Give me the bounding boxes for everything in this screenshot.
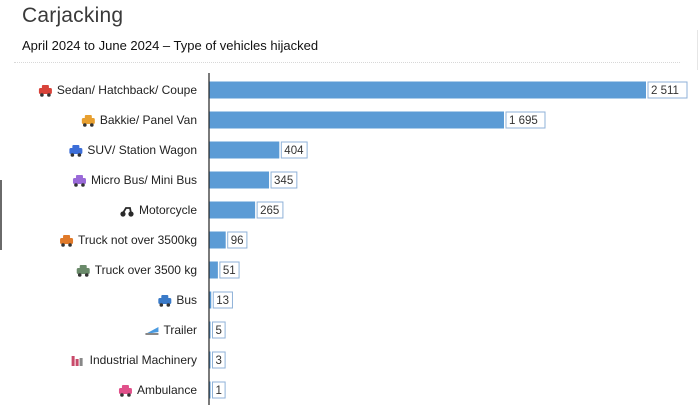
- slide-edge-line: [697, 30, 698, 70]
- data-label: 1 695: [509, 115, 538, 127]
- bar: [209, 381, 211, 399]
- data-label-box: [212, 381, 226, 399]
- data-label: 3: [216, 355, 222, 367]
- bus-icon: [158, 295, 172, 307]
- category-label: Industrial Machinery: [90, 353, 197, 367]
- slide-edge-mark: [0, 180, 2, 250]
- bar: [209, 141, 280, 159]
- data-label-box: [256, 201, 284, 219]
- header-divider: [14, 62, 680, 63]
- category-label: Sedan/ Hatchback/ Coupe: [57, 83, 197, 97]
- category-label: Trailer: [163, 323, 197, 337]
- category-label: Ambulance: [137, 383, 197, 397]
- category-label: Bus: [176, 293, 197, 307]
- bar: [209, 201, 256, 219]
- suv-icon: [69, 145, 83, 157]
- data-label: 345: [274, 175, 293, 187]
- bar: [209, 231, 226, 249]
- bar: [209, 261, 218, 279]
- data-label: 265: [260, 205, 279, 217]
- bar: [209, 291, 212, 309]
- chart-subtitle: April 2024 to June 2024 – Type of vehicl…: [22, 38, 319, 53]
- bar: [209, 81, 646, 99]
- data-label-box: [270, 171, 298, 189]
- bar: [209, 111, 504, 129]
- bar: [209, 351, 211, 369]
- category-label: Motorcycle: [139, 203, 197, 217]
- category-label: Truck over 3500 kg: [95, 263, 197, 277]
- category-label: Micro Bus/ Mini Bus: [91, 173, 197, 187]
- machinery-icon: [71, 356, 83, 366]
- data-label-box: [219, 261, 240, 279]
- data-label-box: [212, 321, 226, 339]
- truck-icon: [60, 235, 74, 247]
- category-label: SUV/ Station Wagon: [87, 143, 197, 157]
- category-label: Truck not over 3500kg: [78, 233, 197, 247]
- data-label: 2 511: [651, 85, 679, 97]
- data-label-box: [280, 141, 308, 159]
- data-label-box: [227, 231, 248, 249]
- data-label-box: [212, 351, 226, 369]
- data-label: 404: [284, 145, 304, 157]
- motorcycle-icon: [120, 207, 134, 217]
- data-label: 51: [223, 265, 236, 277]
- bar: [209, 171, 270, 189]
- trailer-icon: [145, 327, 159, 335]
- data-label: 5: [216, 325, 222, 337]
- heavy-truck-icon: [76, 265, 90, 277]
- category-label: Bakkie/ Panel Van: [100, 113, 197, 127]
- ambulance-icon: [118, 385, 132, 397]
- data-label-box: [647, 81, 688, 99]
- data-label-box: [212, 291, 233, 309]
- data-label: 96: [231, 235, 244, 247]
- data-label: 13: [216, 295, 229, 307]
- bar: [209, 321, 211, 339]
- car-icon: [38, 85, 52, 97]
- minibus-icon: [72, 175, 86, 187]
- data-label: 1: [216, 385, 222, 397]
- chart-title: Carjacking: [22, 4, 124, 27]
- data-label-box: [505, 111, 546, 129]
- van-icon: [81, 115, 95, 127]
